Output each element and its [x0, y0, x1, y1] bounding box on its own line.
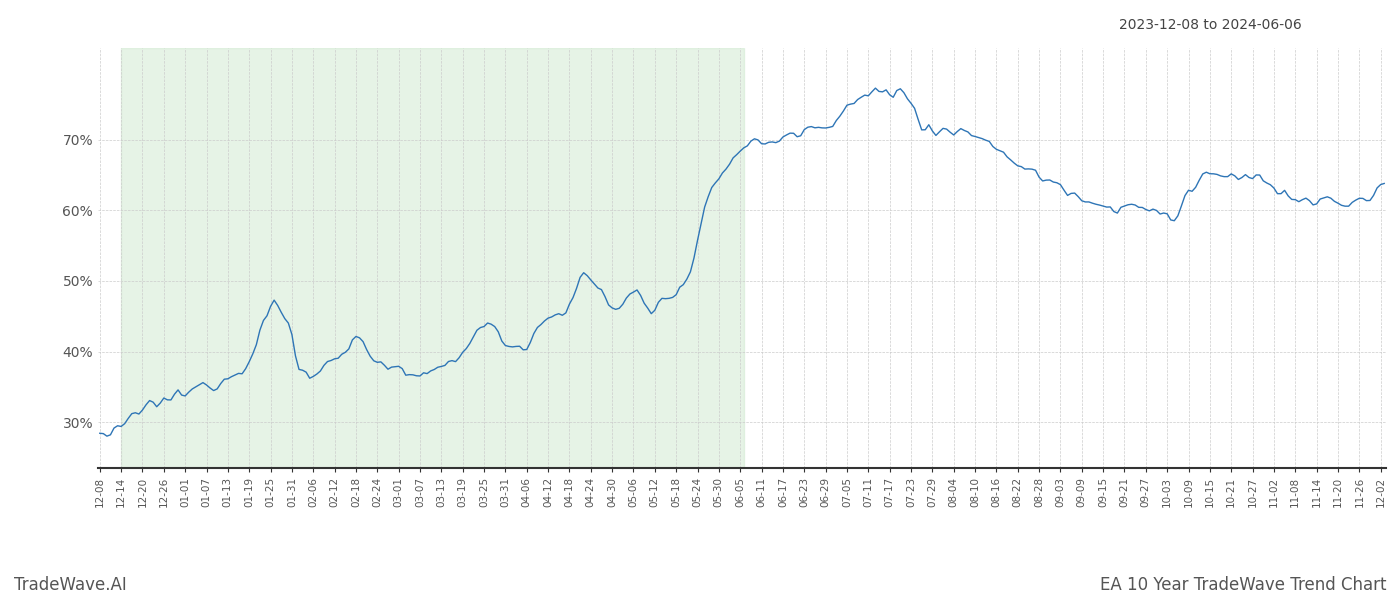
- Bar: [122, 48, 743, 468]
- Text: 2023-12-08 to 2024-06-06: 2023-12-08 to 2024-06-06: [1119, 18, 1302, 32]
- Text: TradeWave.AI: TradeWave.AI: [14, 576, 127, 594]
- Text: EA 10 Year TradeWave Trend Chart: EA 10 Year TradeWave Trend Chart: [1099, 576, 1386, 594]
